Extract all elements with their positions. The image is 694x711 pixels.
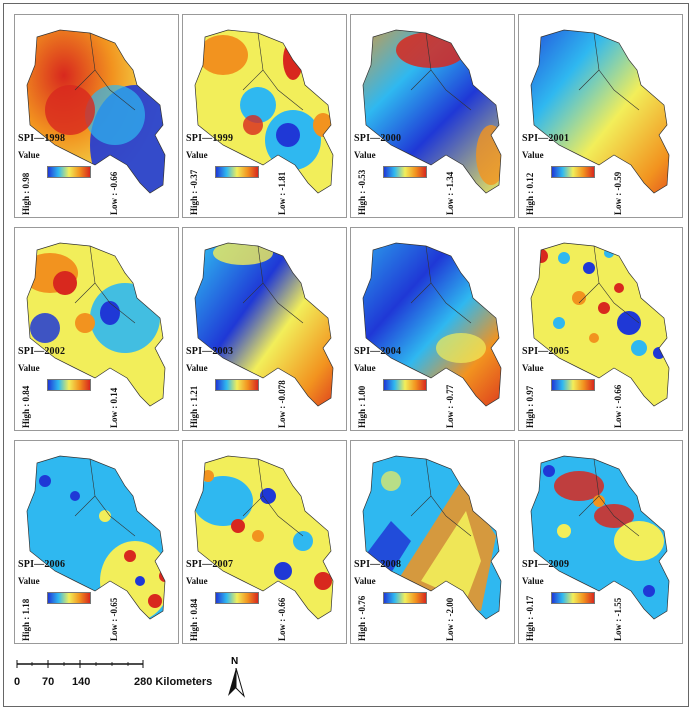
choropleth-map [26,455,166,620]
panel-title: SPI—2009 [522,559,570,570]
scale-bar: 0 70 140 280 Kilometers [14,660,226,694]
color-ramp [215,592,259,604]
legend-high: High : 0.98 [21,172,31,215]
color-ramp [215,166,259,178]
choropleth-map [530,455,670,620]
scale-bar-graphic [16,660,144,668]
legend-heading: Value [354,150,376,160]
north-arrow-icon: N [226,656,246,698]
color-ramp [551,379,595,391]
legend-low: Low : -1.34 [445,171,455,215]
map-panel: SPI—2002 Value High : 0.84 Low : 0.14 [14,227,179,431]
choropleth-map [530,29,670,194]
map-panel: SPI—2000 Value High : -0.53 Low : -1.34 [350,14,515,218]
legend-low: Low : -1.55 [613,597,623,641]
map-panel: SPI—2008 Value High : -0.76 Low : -2.00 [350,440,515,644]
panel-title: SPI—2001 [522,133,570,144]
legend-high: High : 1.21 [189,385,199,428]
legend-heading: Value [354,576,376,586]
choropleth-map [362,242,502,407]
scale-tick-label: 280 Kilometers [134,676,213,688]
choropleth-map [362,455,502,620]
choropleth-map [530,242,670,407]
legend-heading: Value [354,363,376,373]
legend-high: High : -0.37 [189,169,199,215]
map-panel: SPI—2005 Value High : 0.97 Low : -0.66 [518,227,683,431]
legend-low: Low : 0.14 [109,387,119,428]
legend-high: High : 0.84 [21,385,31,428]
color-ramp [383,592,427,604]
legend-heading: Value [186,363,208,373]
legend-heading: Value [186,576,208,586]
color-ramp [383,166,427,178]
legend-low: Low : -0.59 [613,171,623,215]
map-panel: SPI—2004 Value High : 1.00 Low : -0.77 [350,227,515,431]
panel-title: SPI—1998 [18,133,66,144]
legend-high: High : 0.12 [525,172,535,215]
color-ramp [47,166,91,178]
choropleth-map [26,29,166,194]
legend-heading: Value [186,150,208,160]
legend-low: Low : -0.65 [109,597,119,641]
legend-low: Low : -2.00 [445,597,455,641]
panel-title: SPI—2008 [354,559,402,570]
scale-tick-label: 70 [42,676,55,688]
map-panel: SPI—1998 Value High : 0.98 Low : -0.66 [14,14,179,218]
map-panel: SPI—2006 Value High : 1.18 Low : -0.65 [14,440,179,644]
map-panel: SPI—2001 Value High : 0.12 Low : -0.59 [518,14,683,218]
panel-title: SPI—2003 [186,346,234,357]
color-ramp [383,379,427,391]
choropleth-map [194,29,334,194]
panel-title: SPI—2002 [18,346,66,357]
legend-low: Low : -0.66 [613,384,623,428]
color-ramp [551,592,595,604]
legend-high: High : 0.97 [525,385,535,428]
choropleth-map [194,455,334,620]
color-ramp [47,592,91,604]
legend-low: Low : -0.078 [277,380,287,428]
panel-title: SPI—2004 [354,346,402,357]
figure-frame: SPI—1998 Value High : 0.98 Low : -0.66 S… [3,3,689,707]
panel-title: SPI—2006 [18,559,66,570]
legend-heading: Value [522,150,544,160]
color-ramp [215,379,259,391]
legend-heading: Value [18,150,40,160]
legend-heading: Value [522,363,544,373]
map-panel: SPI—2007 Value High : 0.84 Low : -0.66 [182,440,347,644]
scale-tick-label: 0 [14,676,21,688]
choropleth-map [194,242,334,407]
panel-title: SPI—1999 [186,133,234,144]
legend-low: Low : -0.66 [109,171,119,215]
legend-heading: Value [18,576,40,586]
legend-high: High : -0.17 [525,595,535,641]
map-panel: SPI—2009 Value High : -0.17 Low : -1.55 [518,440,683,644]
north-label: N [231,656,239,667]
legend-heading: Value [522,576,544,586]
panel-title: SPI—2007 [186,559,234,570]
legend-low: Low : -0.66 [277,597,287,641]
panel-title: SPI—2000 [354,133,402,144]
color-ramp [47,379,91,391]
legend-heading: Value [18,363,40,373]
panel-title: SPI—2005 [522,346,570,357]
choropleth-map [362,29,502,194]
legend-low: Low : -1.81 [277,171,287,215]
legend-low: Low : -0.77 [445,384,455,428]
legend-high: High : -0.53 [357,169,367,215]
legend-high: High : 1.00 [357,385,367,428]
legend-high: High : -0.76 [357,595,367,641]
scale-tick-label: 140 [72,676,91,688]
map-panel: SPI—2003 Value High : 1.21 Low : -0.078 [182,227,347,431]
map-panel: SPI—1999 Value High : -0.37 Low : -1.81 [182,14,347,218]
legend-high: High : 1.18 [21,598,31,641]
choropleth-map [26,242,166,407]
legend-high: High : 0.84 [189,598,199,641]
color-ramp [551,166,595,178]
